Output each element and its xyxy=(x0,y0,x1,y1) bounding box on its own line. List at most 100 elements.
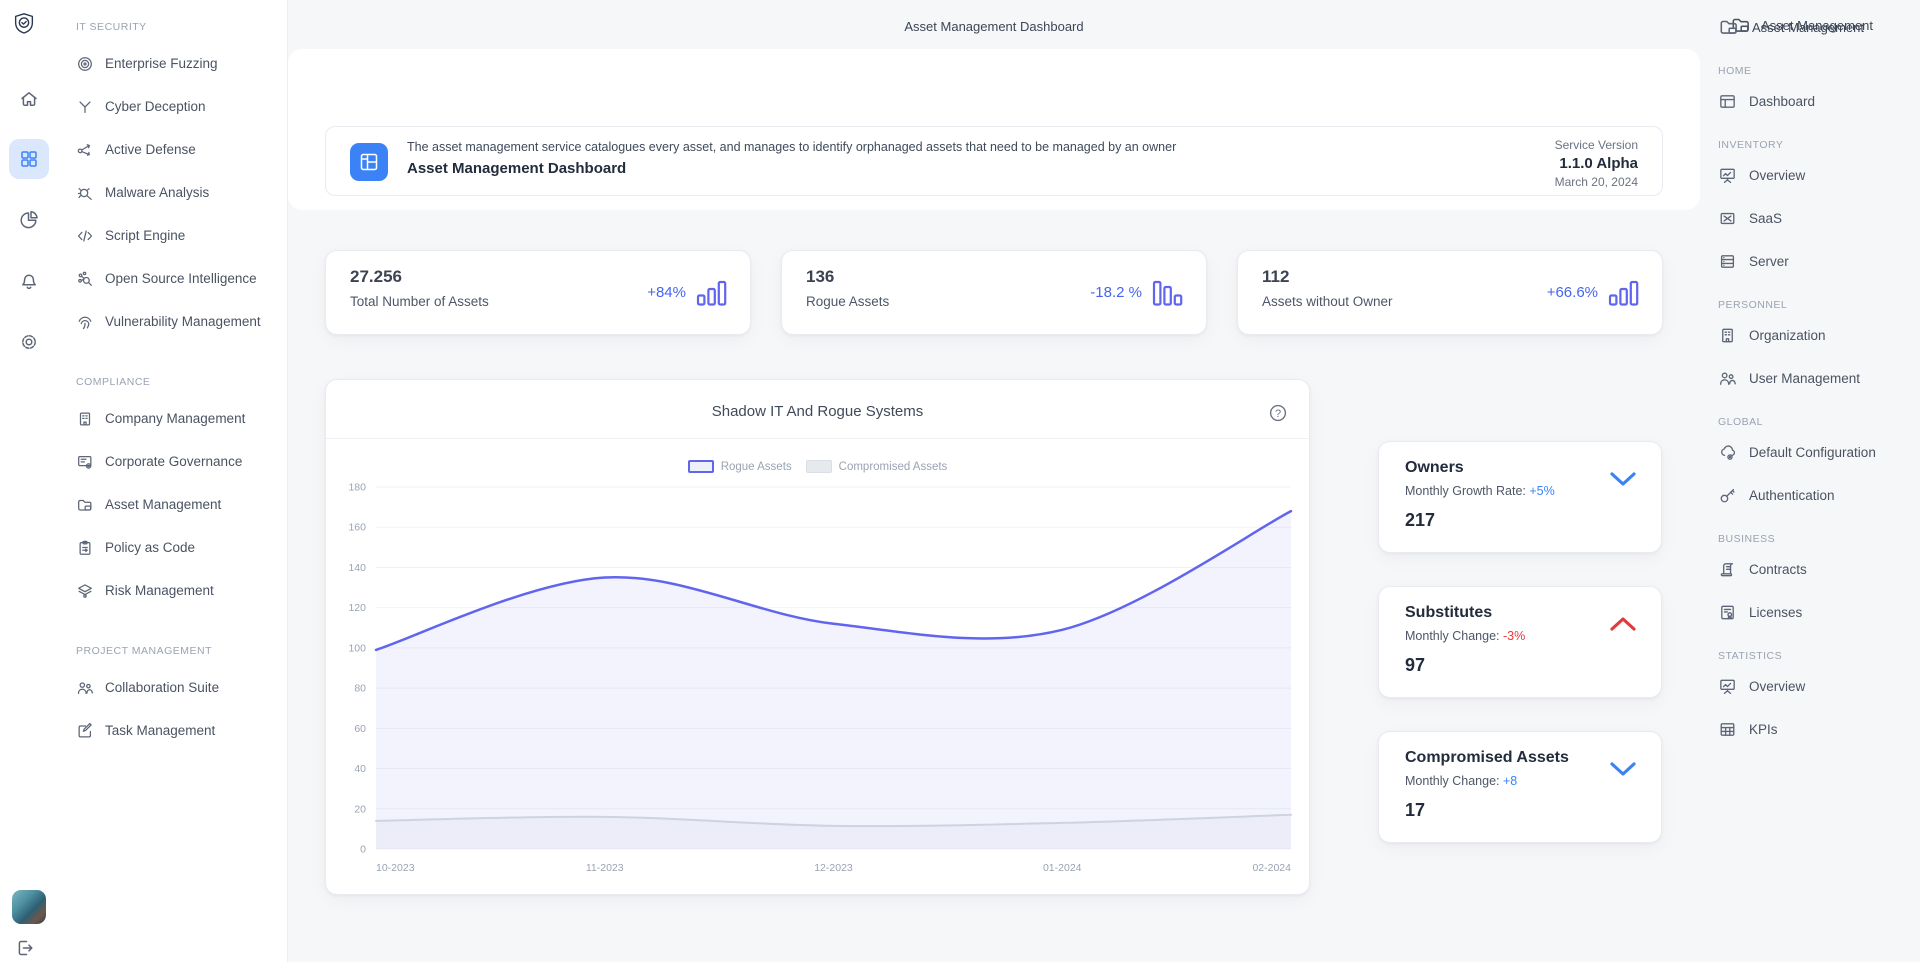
svg-text:140: 140 xyxy=(348,562,366,574)
svg-text:11-2023: 11-2023 xyxy=(586,862,624,874)
stat-card-rogue-assets: 136 Rogue Assets -18.2 % xyxy=(781,250,1207,335)
sidebar-item-open-source-intelligence[interactable]: Open Source Intelligence xyxy=(76,257,287,300)
stat-value: 112 xyxy=(1262,267,1290,286)
sidebar-item-user-management[interactable]: User Management xyxy=(1718,357,1920,400)
rows-icon xyxy=(1718,252,1737,271)
folder-icon xyxy=(1718,16,1740,38)
sidebar-item-organization[interactable]: Organization xyxy=(1718,314,1920,357)
sidebar-item-script-engine[interactable]: Script Engine xyxy=(76,214,287,257)
bug-search-icon xyxy=(76,184,94,202)
svg-text:01-2024: 01-2024 xyxy=(1043,862,1082,874)
sidebar-item-kpis[interactable]: KPIs xyxy=(1718,708,1920,751)
sidebar-item-authentication[interactable]: Authentication xyxy=(1718,474,1920,517)
building-icon xyxy=(1718,326,1737,345)
sidebar-item-collaboration-suite[interactable]: Collaboration Suite xyxy=(76,666,287,709)
edit-square-icon xyxy=(76,722,94,740)
area-chart: 0 20 40 60 80 100 120 140 160 180 10-2023 11-2023 12… xyxy=(348,482,1293,874)
chevron-down-icon[interactable] xyxy=(1609,470,1637,488)
bars-ascending-icon xyxy=(1608,279,1640,307)
card-value: 217 xyxy=(1405,510,1436,530)
card-value: 97 xyxy=(1405,655,1426,675)
section-header: INVENTORY xyxy=(1718,139,1784,151)
sidebar-item-label: Task Management xyxy=(105,723,216,738)
service-banner: The asset management service catalogues … xyxy=(325,126,1663,196)
layers-icon xyxy=(76,582,94,600)
svg-text:10-2023: 10-2023 xyxy=(376,862,415,874)
sidebar-item-risk-management[interactable]: Risk Management xyxy=(76,569,287,612)
folder-icon xyxy=(76,496,94,514)
change-value: +8 xyxy=(1502,774,1518,788)
avatar[interactable] xyxy=(12,890,46,924)
service-version-date: March 20, 2024 xyxy=(1554,175,1638,189)
sidebar-item-label: KPIs xyxy=(1749,722,1778,737)
sidebar-item-label: Server xyxy=(1749,254,1789,269)
sidebar-item-label: SaaS xyxy=(1749,211,1783,226)
service-description: The asset management service catalogues … xyxy=(407,140,1177,154)
sidebar-item-company-management[interactable]: Company Management xyxy=(76,397,287,440)
right-sidebar-title: Asset Management xyxy=(1752,19,1865,35)
section-header: PROJECT MANAGEMENT xyxy=(76,645,212,657)
sidebar-item-label: Malware Analysis xyxy=(105,185,210,200)
home-button[interactable] xyxy=(9,79,49,119)
chart-legend: Rogue Assets Compromised Assets xyxy=(326,460,1309,473)
chevron-down-icon[interactable] xyxy=(1609,760,1637,778)
svg-text:02-2024: 02-2024 xyxy=(1252,862,1291,874)
sidebar-item-default-configuration[interactable]: Default Configuration xyxy=(1718,431,1920,474)
bars-descending-icon xyxy=(1152,279,1184,307)
card-subtitle: Monthly Growth Rate: +5% xyxy=(1405,484,1555,498)
svg-text:60: 60 xyxy=(354,723,366,735)
sidebar-item-contracts[interactable]: Contracts xyxy=(1718,548,1920,591)
sidebar-item-dashboard[interactable]: Dashboard xyxy=(1718,80,1920,123)
legend-rogue-assets[interactable]: Rogue Assets xyxy=(687,460,792,473)
apps-grid-button[interactable] xyxy=(9,139,49,179)
legend-compromised-assets[interactable]: Compromised Assets xyxy=(805,460,947,473)
code-icon xyxy=(76,227,94,245)
top-right-app-label-text: Asset Management xyxy=(1761,17,1874,33)
window-icon xyxy=(1718,92,1737,111)
card-value: 17 xyxy=(1405,800,1426,820)
bars-ascending-icon xyxy=(696,279,728,307)
analytics-button[interactable] xyxy=(9,200,49,240)
sidebar-item-label: Enterprise Fuzzing xyxy=(105,56,218,71)
stat-card-total-assets: 27.256 Total Number of Assets +84% xyxy=(325,250,751,335)
settings-button[interactable] xyxy=(9,322,49,362)
chevron-up-icon[interactable] xyxy=(1609,615,1637,633)
card-subtitle: Monthly Change: -3% xyxy=(1405,629,1526,643)
change-value: -3% xyxy=(1502,629,1526,643)
card-subtitle: Monthly Change: +8 xyxy=(1405,774,1518,788)
sidebar-item-vulnerability-management[interactable]: Vulnerability Management xyxy=(76,300,287,343)
sidebar-item-label: Collaboration Suite xyxy=(105,680,220,695)
sidebar-item-label: Policy as Code xyxy=(105,540,196,555)
legend-swatch xyxy=(805,460,832,473)
osint-search-icon xyxy=(76,270,94,288)
clipboard-icon xyxy=(76,539,94,557)
sidebar-item-policy-as-code[interactable]: Policy as Code xyxy=(76,526,287,569)
sidebar-item-label: User Management xyxy=(1749,371,1861,386)
sidebar-item-corporate-governance[interactable]: Corporate Governance xyxy=(76,440,287,483)
sidebar-item-inventory-overview[interactable]: Overview xyxy=(1718,154,1920,197)
logout-icon[interactable] xyxy=(14,937,36,959)
sidebar-item-active-defense[interactable]: Active Defense xyxy=(76,128,287,171)
stat-change: -18.2 % xyxy=(1090,284,1142,301)
sidebar-item-saas[interactable]: SaaS xyxy=(1718,197,1920,240)
grid-icon xyxy=(18,148,40,170)
stat-cards-row: 27.256 Total Number of Assets +84% 136 R… xyxy=(325,250,1663,335)
stat-change: +84% xyxy=(647,284,686,301)
icon-rail xyxy=(0,0,60,962)
sidebar-item-task-management[interactable]: Task Management xyxy=(76,709,287,752)
sidebar-item-label: Open Source Intelligence xyxy=(105,271,257,286)
notifications-button[interactable] xyxy=(9,261,49,301)
sidebar-item-licenses[interactable]: Licenses xyxy=(1718,591,1920,634)
section-header: COMPLIANCE xyxy=(76,376,151,388)
sidebar-item-asset-management[interactable]: Asset Management xyxy=(76,483,287,526)
sidebar-item-statistics-overview[interactable]: Overview xyxy=(1718,665,1920,708)
banner-title: Asset Management Dashboard xyxy=(407,160,627,177)
shield-check-icon xyxy=(11,11,37,37)
sidebar-item-server[interactable]: Server xyxy=(1718,240,1920,283)
sidebar-item-malware-analysis[interactable]: Malware Analysis xyxy=(76,171,287,214)
chart-card: Shadow IT And Rogue Systems ? Rogue Asse… xyxy=(325,379,1310,895)
sidebar-item-enterprise-fuzzing[interactable]: Enterprise Fuzzing xyxy=(76,42,287,85)
sidebar-item-cyber-deception[interactable]: Cyber Deception xyxy=(76,85,287,128)
owners-card: Owners Monthly Growth Rate: +5% 217 xyxy=(1378,441,1662,553)
help-icon[interactable]: ? xyxy=(1269,404,1287,422)
